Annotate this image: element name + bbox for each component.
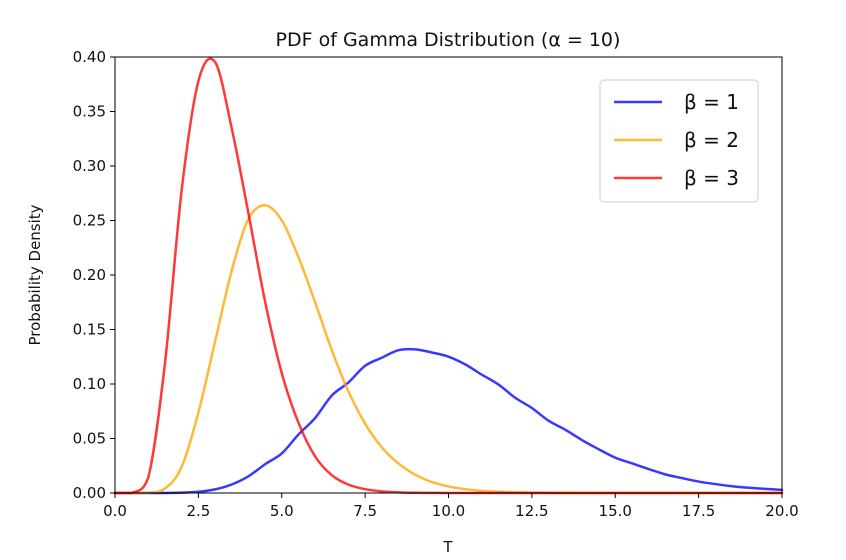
y-tick-label: 0.05 bbox=[73, 430, 106, 448]
y-tick-label: 0.20 bbox=[73, 266, 106, 284]
y-tick-label: 0.40 bbox=[73, 48, 106, 66]
legend-label-beta-2: β = 2 bbox=[684, 128, 739, 152]
x-tick-label: 12.5 bbox=[515, 502, 548, 520]
x-tick-label: 10.0 bbox=[432, 502, 465, 520]
x-tick-label: 17.5 bbox=[682, 502, 715, 520]
y-axis-ticks: 0.00 0.05 0.10 0.15 0.20 0.25 0.30 0.35 0.40 bbox=[73, 48, 115, 502]
x-tick-label: 20.0 bbox=[765, 502, 798, 520]
x-axis-label: T bbox=[442, 538, 453, 556]
x-tick-label: 0.0 bbox=[103, 502, 127, 520]
x-tick-label: 15.0 bbox=[599, 502, 632, 520]
legend-label-beta-3: β = 3 bbox=[684, 166, 739, 190]
series-line-beta-1 bbox=[113, 347, 784, 495]
y-tick-label: 0.10 bbox=[73, 375, 106, 393]
x-axis-ticks: 0.0 2.5 5.0 7.5 10.0 12.5 15.0 17.5 20.0 bbox=[103, 493, 799, 520]
y-tick-label: 0.00 bbox=[73, 484, 106, 502]
legend: β = 1 β = 2 β = 3 bbox=[599, 79, 759, 203]
series-line-beta-2 bbox=[113, 203, 784, 495]
y-tick-label: 0.30 bbox=[73, 157, 106, 175]
x-tick-label: 5.0 bbox=[270, 502, 294, 520]
x-tick-label: 7.5 bbox=[353, 502, 377, 520]
x-tick-label: 2.5 bbox=[186, 502, 210, 520]
legend-box bbox=[599, 79, 759, 203]
legend-label-beta-1: β = 1 bbox=[684, 90, 739, 114]
y-tick-label: 0.35 bbox=[73, 103, 106, 121]
y-axis-label: Probability Density bbox=[26, 204, 44, 345]
y-tick-label: 0.25 bbox=[73, 212, 106, 230]
chart-title: PDF of Gamma Distribution (α = 10) bbox=[276, 29, 621, 51]
y-tick-label: 0.15 bbox=[73, 321, 106, 339]
